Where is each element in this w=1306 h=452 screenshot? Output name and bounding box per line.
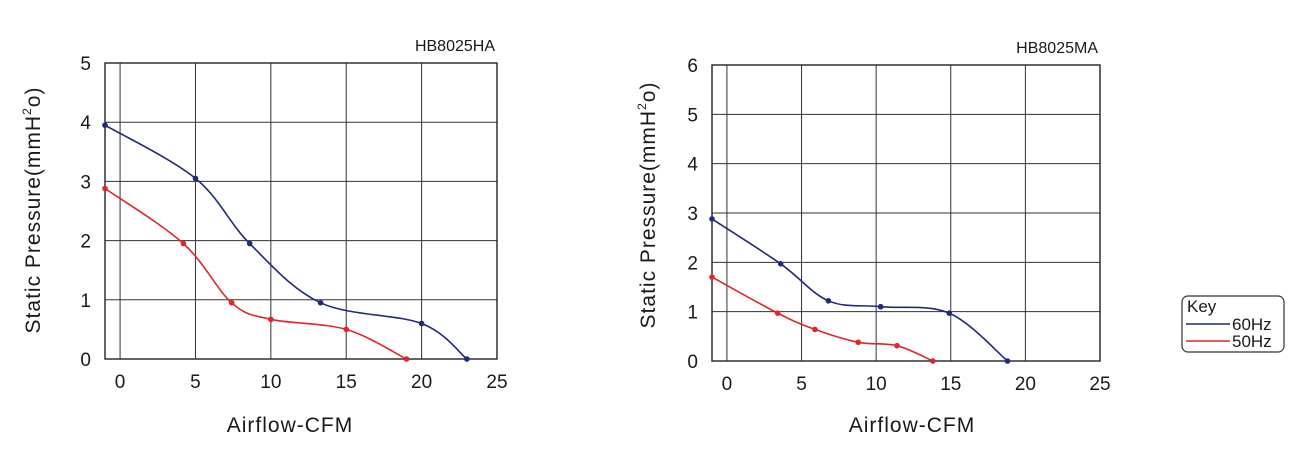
y-tick-label: 5	[687, 105, 698, 126]
series-line-50hz	[104, 187, 407, 360]
data-point-60hz	[1004, 358, 1011, 364]
data-point-60hz	[946, 310, 953, 316]
data-point-50hz	[709, 274, 715, 280]
data-point-60hz	[825, 298, 832, 304]
y-tick-label: 1	[687, 303, 698, 324]
y-axis-label-main: Static Pressure(mmH	[22, 115, 45, 334]
data-point-50hz	[102, 185, 108, 192]
plot-frame	[711, 64, 1101, 362]
y-tick-label: 3	[80, 172, 91, 193]
series-line-60hz	[711, 218, 1009, 362]
x-tick-label: 0	[722, 374, 733, 395]
x-tick-label: 15	[940, 374, 961, 395]
data-point-50hz	[774, 310, 781, 316]
x-tick-label: 25	[1089, 374, 1110, 395]
data-point-60hz	[709, 216, 715, 222]
x-tick-label: 0	[115, 372, 126, 393]
data-point-50hz	[268, 316, 274, 323]
series-layer	[102, 122, 470, 362]
x-tick-label: 20	[1015, 374, 1036, 395]
data-point-60hz	[192, 175, 199, 182]
legend-box	[1181, 295, 1285, 353]
x-tick-label: 20	[411, 372, 432, 393]
series-line-50hz	[711, 276, 934, 362]
y-axis-label-main: Static Pressure(mmH	[637, 110, 660, 329]
y-tick-label: 0	[687, 352, 698, 373]
x-tick-label: 10	[866, 374, 887, 395]
chart-grid	[105, 63, 497, 359]
data-point-60hz	[317, 299, 324, 306]
legend-label-60hz: 60Hz	[1232, 315, 1272, 334]
y-axis-label: Static Pressure(mmH2o)	[20, 87, 45, 334]
x-tick-label: 10	[260, 372, 281, 393]
legend: Key 60Hz 50Hz	[1181, 295, 1285, 353]
y-axis-label-sup: 2	[20, 107, 34, 115]
data-point-60hz	[777, 261, 784, 267]
chart-title: HB8025HA	[415, 38, 495, 55]
y-tick-label: 2	[687, 253, 698, 274]
x-tick-labels: 0 5 10 15 20 25	[115, 372, 508, 393]
y-axis-label-sup: 2	[635, 102, 649, 110]
series-layer	[709, 216, 1011, 364]
x-tick-label: 5	[190, 372, 201, 393]
data-point-50hz	[930, 358, 936, 364]
chart-hb8025ha: HB8025HA 0 1 2 3 4 5 0 5 10 15 20 25 Airflow-CFM S…	[20, 38, 508, 437]
x-axis-label: Airflow-CFM	[227, 414, 354, 437]
y-axis-label-end: o)	[637, 82, 660, 103]
x-tick-labels: 0 5 10 15 20 25	[722, 374, 1111, 395]
data-point-50hz	[180, 240, 187, 247]
y-tick-label: 2	[80, 232, 91, 253]
data-point-60hz	[102, 122, 108, 128]
data-point-60hz	[246, 240, 253, 247]
x-tick-label: 25	[486, 372, 507, 393]
data-point-50hz	[894, 342, 900, 349]
y-tick-label: 1	[80, 291, 91, 312]
chart-grid	[712, 65, 1100, 361]
legend-label-50hz: 50Hz	[1232, 332, 1272, 351]
y-tick-label: 4	[80, 113, 91, 134]
y-axis-label-end: o)	[22, 87, 45, 108]
chart-title: HB8025MA	[1016, 40, 1098, 57]
data-point-50hz	[812, 326, 818, 333]
data-point-60hz	[464, 356, 470, 362]
y-axis-label: Static Pressure(mmH2o)	[635, 82, 660, 329]
plot-frame	[104, 62, 498, 360]
data-point-50hz	[228, 299, 235, 306]
y-tick-labels: 0 1 2 3 4 5	[80, 54, 91, 371]
y-tick-label: 3	[687, 204, 698, 225]
data-point-50hz	[855, 339, 862, 346]
data-point-50hz	[343, 326, 350, 333]
data-point-60hz	[418, 320, 425, 327]
legend-title: Key	[1187, 297, 1217, 316]
y-tick-label: 6	[687, 56, 698, 77]
x-tick-label: 5	[796, 374, 807, 395]
x-tick-label: 15	[336, 372, 357, 393]
series-line-60hz	[104, 124, 468, 360]
y-tick-labels: 0 1 2 3 4 5 6	[687, 56, 698, 373]
y-tick-label: 5	[80, 54, 91, 75]
data-point-50hz	[403, 356, 410, 362]
data-point-60hz	[877, 303, 884, 310]
y-tick-label: 0	[80, 350, 91, 371]
y-tick-label: 4	[687, 155, 698, 176]
x-axis-label: Airflow-CFM	[849, 414, 976, 437]
